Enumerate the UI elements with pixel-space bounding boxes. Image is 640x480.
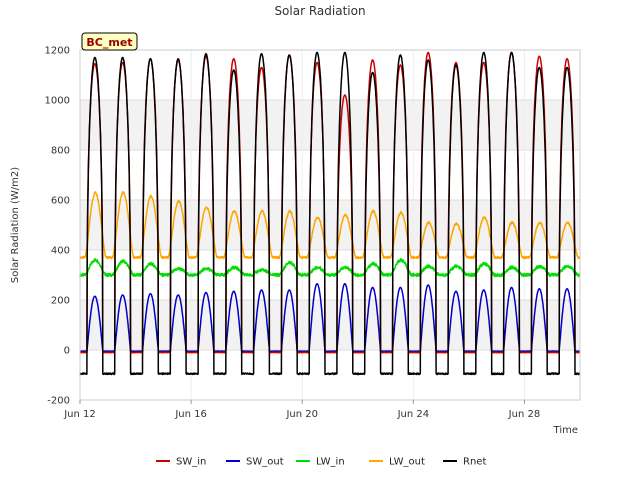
- grid-band: [80, 300, 580, 350]
- x-tick-label: Jun 28: [508, 409, 541, 420]
- x-axis-label: Time: [553, 425, 578, 436]
- site-badge-box: [81, 32, 138, 51]
- y-tick-label: 200: [51, 296, 70, 307]
- y-axis-label: Solar Radiation (W/m2): [10, 167, 21, 283]
- grid-band: [80, 100, 580, 150]
- legend-item-sw-in: SW_in: [156, 457, 206, 468]
- grid-band: [80, 200, 580, 250]
- legend-label: LW_out: [389, 457, 425, 468]
- legend-item-lw-out: LW_out: [369, 457, 425, 468]
- series-line-lw-in: [79, 257, 581, 278]
- y-tick-label: 0: [64, 346, 70, 357]
- legend: SW_in SW_out LW_in LW_out Rnet: [156, 457, 486, 468]
- legend-label: LW_in: [316, 457, 345, 468]
- y-tick-label: 1200: [45, 46, 70, 57]
- series-line-lw-out: [79, 190, 581, 260]
- x-tick-label: Jun 20: [285, 409, 318, 420]
- grid-bands: [80, 100, 580, 350]
- series-line-rnet: [79, 51, 581, 376]
- site-badge-label: BC_met: [86, 36, 132, 49]
- series-line-sw-in: [79, 51, 581, 354]
- y-axis: -200 0 200 400 600 800 1000 1200: [45, 46, 70, 407]
- site-badge: BC_met: [81, 32, 138, 51]
- y-tick-label: -200: [47, 396, 70, 407]
- chart-title: Solar Radiation: [274, 4, 365, 18]
- plot-frame: [79, 49, 581, 401]
- y-tick-label: 400: [51, 246, 70, 257]
- y-tick-label: 600: [51, 196, 70, 207]
- x-axis: Jun 12 Jun 16 Jun 20 Jun 24 Jun 28: [63, 400, 540, 420]
- legend-label: SW_in: [176, 457, 206, 468]
- x-tick-label: Jun 12: [63, 409, 96, 420]
- legend-item-rnet: Rnet: [443, 457, 486, 468]
- y-tick-label: 1000: [45, 96, 70, 107]
- x-tick-label: Jun 24: [397, 409, 430, 420]
- x-tick-label: Jun 16: [174, 409, 207, 420]
- series-layer: [79, 51, 581, 376]
- legend-label: Rnet: [463, 457, 486, 468]
- legend-label: SW_out: [246, 457, 284, 468]
- legend-item-sw-out: SW_out: [226, 457, 284, 468]
- legend-item-lw-in: LW_in: [296, 457, 345, 468]
- series-line-sw-out: [79, 283, 581, 353]
- y-tick-label: 800: [51, 146, 70, 157]
